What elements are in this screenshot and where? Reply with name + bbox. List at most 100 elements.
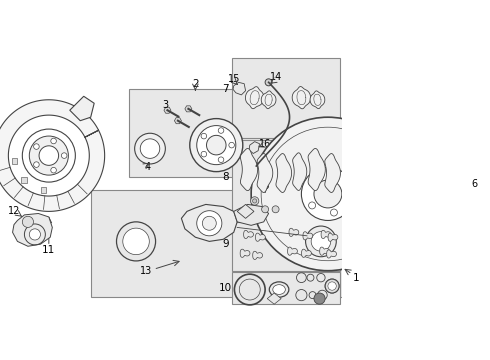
Polygon shape: [237, 204, 254, 219]
Polygon shape: [293, 153, 307, 190]
Text: 14: 14: [270, 72, 282, 82]
Circle shape: [309, 179, 316, 186]
Polygon shape: [185, 106, 192, 112]
Bar: [129, 89, 290, 176]
Polygon shape: [244, 230, 253, 239]
Circle shape: [202, 216, 216, 230]
Circle shape: [330, 209, 338, 216]
Polygon shape: [234, 204, 269, 225]
Circle shape: [135, 133, 165, 164]
Circle shape: [201, 133, 207, 139]
Bar: [232, 272, 341, 304]
Polygon shape: [288, 247, 297, 255]
Text: 3: 3: [162, 100, 169, 111]
Bar: [41, 187, 46, 193]
Polygon shape: [181, 204, 237, 242]
Bar: [232, 140, 341, 220]
Polygon shape: [267, 293, 281, 304]
Ellipse shape: [270, 282, 289, 297]
Polygon shape: [308, 148, 325, 190]
Circle shape: [23, 129, 75, 182]
Polygon shape: [249, 141, 260, 153]
Ellipse shape: [273, 285, 285, 294]
Circle shape: [140, 139, 160, 158]
Polygon shape: [261, 91, 276, 109]
Polygon shape: [327, 250, 337, 258]
Polygon shape: [452, 207, 462, 217]
Polygon shape: [292, 86, 311, 109]
Polygon shape: [257, 154, 273, 193]
Circle shape: [29, 229, 41, 240]
Polygon shape: [462, 188, 490, 244]
Circle shape: [197, 126, 236, 165]
Circle shape: [343, 244, 368, 269]
Circle shape: [218, 128, 224, 133]
Circle shape: [190, 118, 243, 172]
Circle shape: [306, 226, 336, 257]
Circle shape: [325, 279, 339, 293]
Circle shape: [251, 117, 405, 271]
Polygon shape: [13, 213, 52, 246]
Circle shape: [262, 206, 269, 213]
Circle shape: [272, 206, 279, 213]
Circle shape: [206, 135, 226, 155]
Circle shape: [330, 172, 338, 179]
Circle shape: [296, 289, 307, 301]
Circle shape: [51, 167, 56, 173]
Polygon shape: [321, 230, 331, 239]
Polygon shape: [325, 154, 341, 193]
Text: 13: 13: [141, 266, 153, 276]
Text: 6: 6: [471, 179, 477, 189]
Text: 1: 1: [352, 273, 359, 283]
Bar: [22, 177, 27, 183]
Circle shape: [325, 279, 339, 293]
Polygon shape: [301, 249, 311, 257]
Circle shape: [34, 144, 39, 149]
Bar: [232, 222, 341, 271]
Circle shape: [309, 202, 316, 209]
Bar: [91, 190, 450, 297]
Circle shape: [474, 222, 486, 233]
Polygon shape: [70, 96, 94, 121]
Circle shape: [309, 292, 316, 298]
Circle shape: [296, 273, 306, 283]
Text: 4: 4: [145, 162, 151, 172]
Circle shape: [301, 167, 354, 220]
Circle shape: [379, 262, 395, 279]
Polygon shape: [303, 232, 313, 240]
Circle shape: [253, 163, 260, 170]
Circle shape: [201, 151, 207, 157]
Circle shape: [23, 216, 33, 228]
Text: 15: 15: [227, 74, 240, 84]
Polygon shape: [174, 118, 181, 124]
Text: 8: 8: [222, 171, 229, 181]
Circle shape: [197, 211, 222, 236]
Polygon shape: [452, 225, 462, 234]
Polygon shape: [319, 247, 330, 255]
Circle shape: [250, 197, 259, 205]
Circle shape: [218, 157, 224, 162]
Bar: [12, 158, 17, 164]
Circle shape: [252, 199, 257, 203]
Bar: [232, 58, 341, 138]
Circle shape: [344, 190, 351, 197]
Circle shape: [29, 136, 69, 175]
Polygon shape: [276, 154, 292, 193]
Circle shape: [318, 290, 327, 300]
Text: 2: 2: [192, 79, 198, 89]
Circle shape: [39, 146, 59, 165]
Polygon shape: [289, 228, 299, 237]
Polygon shape: [245, 87, 264, 109]
Text: 9: 9: [222, 239, 229, 249]
Circle shape: [61, 153, 67, 158]
Polygon shape: [241, 148, 258, 190]
Polygon shape: [310, 91, 325, 109]
Text: 11: 11: [42, 245, 55, 255]
Polygon shape: [255, 233, 266, 241]
Circle shape: [314, 180, 342, 208]
Circle shape: [348, 249, 364, 264]
Polygon shape: [253, 251, 263, 260]
Text: 7: 7: [222, 84, 229, 94]
Circle shape: [123, 228, 149, 255]
Circle shape: [476, 199, 487, 210]
